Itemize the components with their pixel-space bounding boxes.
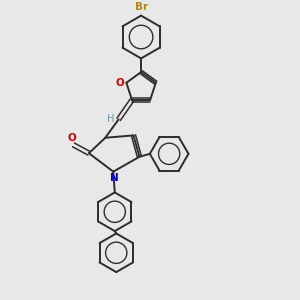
Text: N: N (110, 173, 118, 183)
Text: Br: Br (134, 2, 148, 12)
Text: O: O (115, 78, 124, 88)
Text: O: O (68, 134, 76, 143)
Text: H: H (107, 114, 114, 124)
